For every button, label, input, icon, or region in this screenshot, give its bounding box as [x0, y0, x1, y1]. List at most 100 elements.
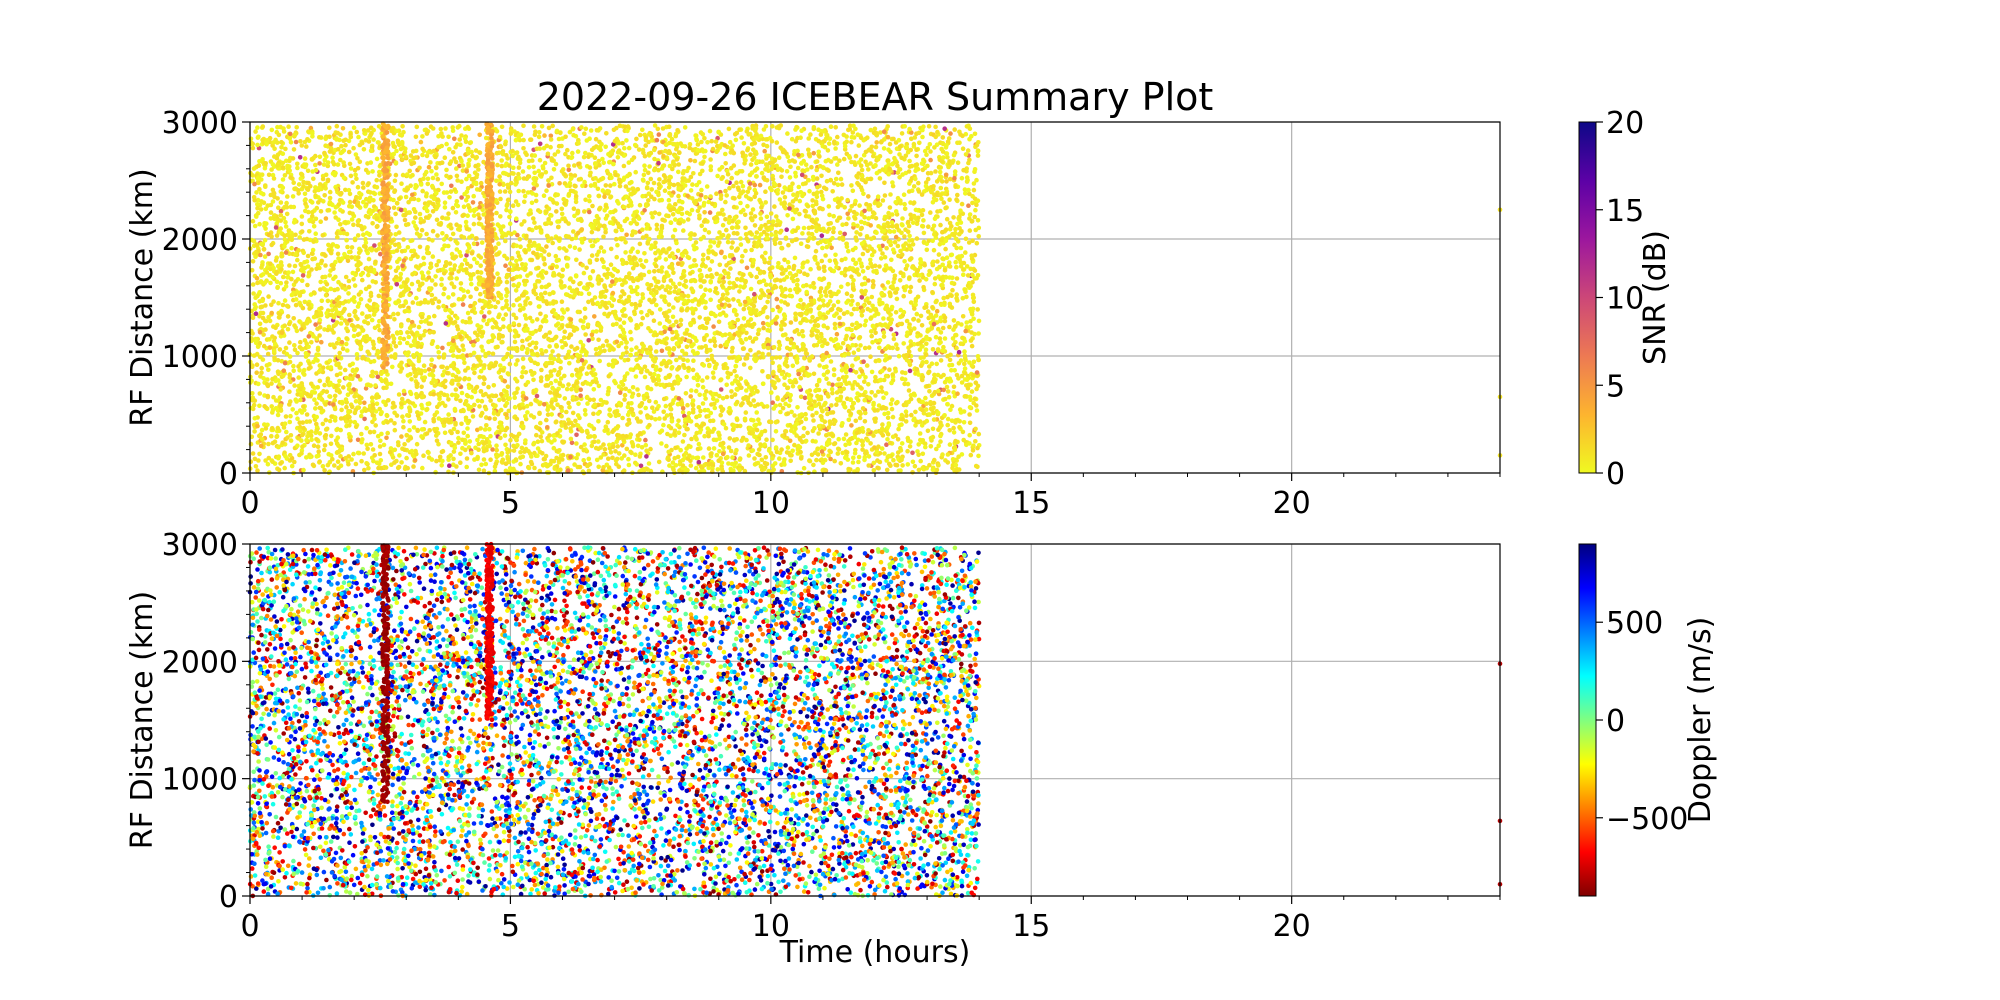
snr-point	[657, 367, 663, 373]
snr-point	[377, 451, 383, 457]
snr-point	[624, 232, 629, 238]
snr-point	[352, 283, 358, 288]
snr-point	[515, 386, 520, 392]
snr-point	[301, 250, 307, 256]
snr-point	[582, 209, 587, 214]
snr-point	[391, 205, 397, 211]
snr-point	[930, 290, 935, 295]
snr-point	[434, 458, 439, 464]
snr-point	[608, 450, 614, 455]
snr-point	[491, 393, 496, 399]
snr-point	[349, 245, 355, 250]
snr-point	[642, 364, 648, 370]
snr-point	[566, 382, 571, 387]
snr-point	[448, 236, 453, 242]
snr-point	[714, 271, 719, 277]
snr-point	[443, 378, 448, 384]
snr-point	[951, 425, 956, 431]
snr-point	[958, 358, 964, 363]
snr-point	[352, 237, 358, 243]
snr-point	[527, 301, 533, 306]
snr-point	[421, 255, 426, 261]
snr-point	[642, 167, 648, 173]
snr-point	[738, 284, 743, 289]
snr-point	[305, 168, 311, 174]
snr-point	[402, 217, 408, 223]
snr-point	[294, 410, 299, 416]
snr-point	[344, 404, 349, 410]
snr-point	[355, 233, 361, 238]
snr-point	[938, 222, 943, 228]
snr-point	[452, 320, 458, 325]
snr-point	[341, 385, 346, 390]
snr-point	[401, 388, 407, 394]
snr-point	[786, 242, 791, 248]
snr-point	[441, 291, 446, 297]
snr-point	[903, 409, 909, 415]
snr-point	[844, 291, 850, 297]
snr-point	[717, 167, 722, 172]
snr-point	[541, 193, 547, 198]
snr-point	[937, 336, 943, 341]
snr-point	[910, 470, 915, 475]
snr-point	[766, 294, 771, 300]
snr-point	[269, 404, 275, 409]
snr-point	[724, 382, 729, 388]
snr-point	[390, 364, 395, 370]
snr-point	[327, 189, 333, 195]
snr-point	[974, 202, 979, 208]
snr-point	[621, 163, 627, 169]
snr-point	[281, 368, 287, 374]
snr-point	[376, 323, 381, 329]
snr-point	[846, 154, 852, 159]
snr-point	[671, 270, 676, 276]
snr-point	[378, 438, 383, 444]
snr-point	[401, 424, 406, 430]
snr-point	[616, 201, 621, 206]
snr-point	[478, 270, 484, 275]
snr-point	[559, 339, 564, 344]
snr-point	[793, 311, 798, 317]
snr-point	[794, 237, 799, 242]
snr-point	[323, 216, 329, 221]
snr-point	[544, 417, 549, 423]
snr-point	[743, 336, 749, 342]
snr-point	[421, 453, 426, 459]
snr-point	[802, 208, 808, 214]
snr-point	[704, 273, 710, 279]
snr-point	[778, 409, 783, 415]
snr-point	[824, 433, 829, 438]
snr-point	[512, 328, 518, 334]
snr-point	[299, 214, 305, 219]
snr-point	[544, 244, 549, 249]
snr-point	[887, 367, 892, 373]
snr-point	[962, 366, 968, 371]
snr-point	[884, 245, 889, 251]
snr-point	[647, 398, 652, 404]
snr-point	[323, 402, 328, 407]
snr-point	[612, 410, 617, 415]
snr-point	[752, 291, 757, 297]
snr-point	[459, 159, 464, 164]
snr-point	[344, 237, 349, 243]
snr-point	[707, 267, 713, 272]
snr-point	[663, 287, 669, 293]
snr-point	[368, 383, 374, 388]
snr-point	[792, 413, 797, 418]
snr-point	[796, 184, 802, 190]
snr-point	[465, 213, 471, 218]
snr-point	[828, 124, 834, 129]
snr-point	[796, 371, 801, 377]
snr-point	[509, 354, 514, 360]
snr-point	[829, 245, 834, 251]
snr-point	[304, 341, 310, 346]
snr-point	[727, 280, 732, 286]
snr-point	[634, 136, 639, 142]
snr-point	[420, 146, 425, 152]
snr-point	[745, 395, 751, 401]
snr-point	[670, 212, 676, 217]
snr-point	[516, 188, 521, 194]
snr-point	[636, 392, 641, 398]
snr-point	[568, 317, 574, 322]
